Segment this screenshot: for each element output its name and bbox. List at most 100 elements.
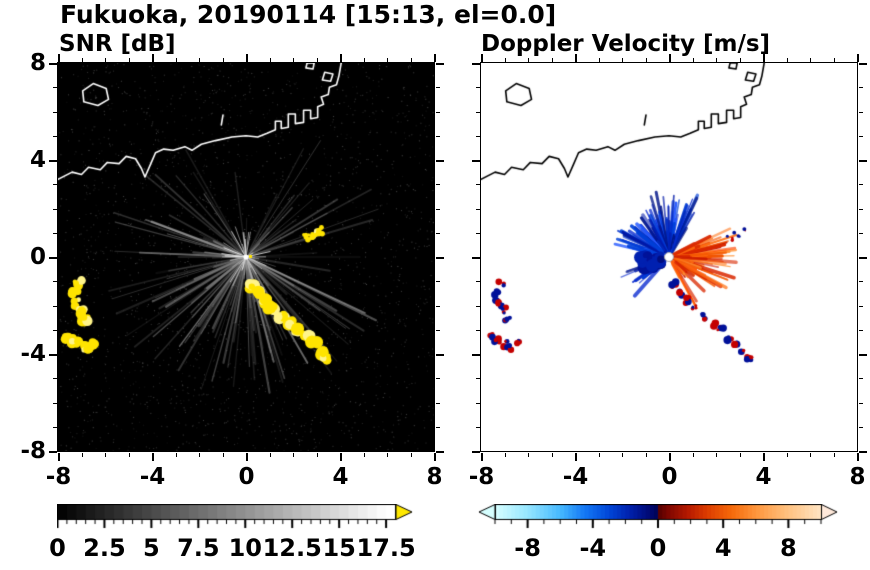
axis-tick bbox=[786, 58, 788, 62]
axis-tick bbox=[410, 58, 412, 62]
axis-tick bbox=[436, 87, 440, 89]
x-tick-label: 8 bbox=[426, 464, 443, 490]
axis-tick bbox=[245, 54, 248, 62]
axis-tick bbox=[859, 426, 863, 428]
x-tick-label: -8 bbox=[45, 464, 72, 490]
axis-tick bbox=[433, 54, 436, 62]
axis-tick bbox=[53, 402, 57, 404]
axis-tick bbox=[762, 54, 765, 62]
axis-tick bbox=[551, 58, 553, 62]
axis-tick bbox=[859, 281, 863, 283]
x-tick-label: -8 bbox=[468, 464, 495, 490]
axis-tick bbox=[472, 256, 480, 259]
axis-tick bbox=[856, 453, 859, 461]
axis-tick bbox=[436, 402, 440, 404]
axis-tick bbox=[436, 450, 444, 453]
x-tick-label: 4 bbox=[755, 464, 772, 490]
axis-tick bbox=[128, 453, 130, 457]
axis-tick bbox=[316, 453, 318, 457]
axis-tick bbox=[692, 453, 694, 457]
axis-tick bbox=[859, 184, 863, 186]
axis-tick bbox=[504, 453, 506, 457]
axis-tick bbox=[81, 58, 83, 62]
axis-tick bbox=[645, 58, 647, 62]
axis-tick bbox=[436, 353, 444, 356]
axis-tick bbox=[151, 453, 154, 461]
axis-tick bbox=[436, 159, 444, 162]
axis-tick bbox=[53, 87, 57, 89]
axis-tick bbox=[436, 281, 440, 283]
axis-tick bbox=[269, 58, 271, 62]
axis-tick bbox=[739, 58, 741, 62]
x-tick-label: 0 bbox=[661, 464, 678, 490]
axis-tick bbox=[786, 453, 788, 457]
axis-tick bbox=[269, 453, 271, 457]
axis-tick bbox=[810, 453, 811, 457]
axis-tick bbox=[53, 281, 57, 283]
axis-tick bbox=[293, 58, 294, 62]
axis-tick bbox=[859, 87, 863, 89]
axis-tick bbox=[859, 402, 863, 404]
axis-tick bbox=[476, 305, 480, 307]
snr-colorbar-label: 7.5 bbox=[177, 534, 220, 562]
axis-tick bbox=[622, 58, 623, 62]
axis-tick bbox=[668, 453, 671, 461]
axis-tick bbox=[436, 329, 440, 331]
axis-tick bbox=[387, 453, 388, 457]
snr-panel-title: SNR [dB] bbox=[59, 31, 176, 57]
axis-tick bbox=[53, 378, 57, 380]
axis-tick bbox=[859, 450, 867, 453]
doppler-panel bbox=[480, 62, 858, 452]
x-tick-label: 0 bbox=[238, 464, 255, 490]
axis-tick bbox=[622, 453, 623, 457]
doppler-colorbar-label: -4 bbox=[579, 534, 607, 562]
axis-tick bbox=[645, 453, 647, 457]
axis-tick bbox=[53, 135, 57, 137]
axis-tick bbox=[859, 208, 863, 210]
axis-tick bbox=[476, 402, 480, 404]
axis-tick bbox=[476, 329, 480, 331]
axis-tick bbox=[810, 58, 811, 62]
axis-tick bbox=[436, 208, 440, 210]
axis-tick bbox=[859, 111, 863, 113]
doppler-colorbar-label: -8 bbox=[514, 534, 541, 562]
y-tick-label: 8 bbox=[29, 49, 46, 76]
snr-colorbar-label: 2.5 bbox=[83, 534, 126, 562]
axis-tick bbox=[476, 111, 480, 113]
snr-colorbar-label: 12.5 bbox=[262, 534, 322, 562]
axis-tick bbox=[49, 159, 57, 162]
y-tick-label: 0 bbox=[29, 243, 46, 270]
axis-tick bbox=[49, 256, 57, 259]
axis-tick bbox=[175, 58, 177, 62]
axis-tick bbox=[598, 453, 600, 457]
axis-tick bbox=[692, 58, 694, 62]
x-tick-label: -4 bbox=[139, 464, 166, 490]
axis-tick bbox=[476, 87, 480, 89]
axis-tick bbox=[856, 54, 859, 62]
axis-tick bbox=[53, 426, 57, 428]
axis-tick bbox=[57, 453, 60, 461]
axis-tick bbox=[859, 329, 863, 331]
axis-tick bbox=[472, 62, 480, 65]
axis-tick bbox=[410, 453, 412, 457]
axis-tick bbox=[480, 54, 483, 62]
snr-colorbar-label: 15 bbox=[322, 534, 356, 562]
snr-colorbar-label: 10 bbox=[228, 534, 262, 562]
doppler-plot-canvas bbox=[481, 63, 857, 451]
axis-tick bbox=[476, 232, 480, 234]
axis-tick bbox=[128, 58, 130, 62]
axis-tick bbox=[480, 453, 483, 461]
snr-plot-canvas bbox=[58, 63, 434, 451]
axis-tick bbox=[49, 353, 57, 356]
axis-tick bbox=[574, 453, 577, 461]
y-tick-label: -8 bbox=[20, 437, 46, 464]
axis-tick bbox=[472, 353, 480, 356]
axis-tick bbox=[175, 453, 177, 457]
axis-tick bbox=[859, 232, 863, 234]
axis-tick bbox=[551, 453, 553, 457]
doppler-colorbar-label: 8 bbox=[780, 534, 797, 562]
axis-tick bbox=[363, 453, 365, 457]
axis-tick bbox=[222, 58, 224, 62]
axis-tick bbox=[859, 305, 863, 307]
axis-tick bbox=[151, 54, 154, 62]
